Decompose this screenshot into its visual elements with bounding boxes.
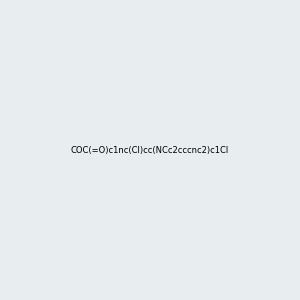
Text: COC(=O)c1nc(Cl)cc(NCc2cccnc2)c1Cl: COC(=O)c1nc(Cl)cc(NCc2cccnc2)c1Cl (71, 146, 229, 154)
